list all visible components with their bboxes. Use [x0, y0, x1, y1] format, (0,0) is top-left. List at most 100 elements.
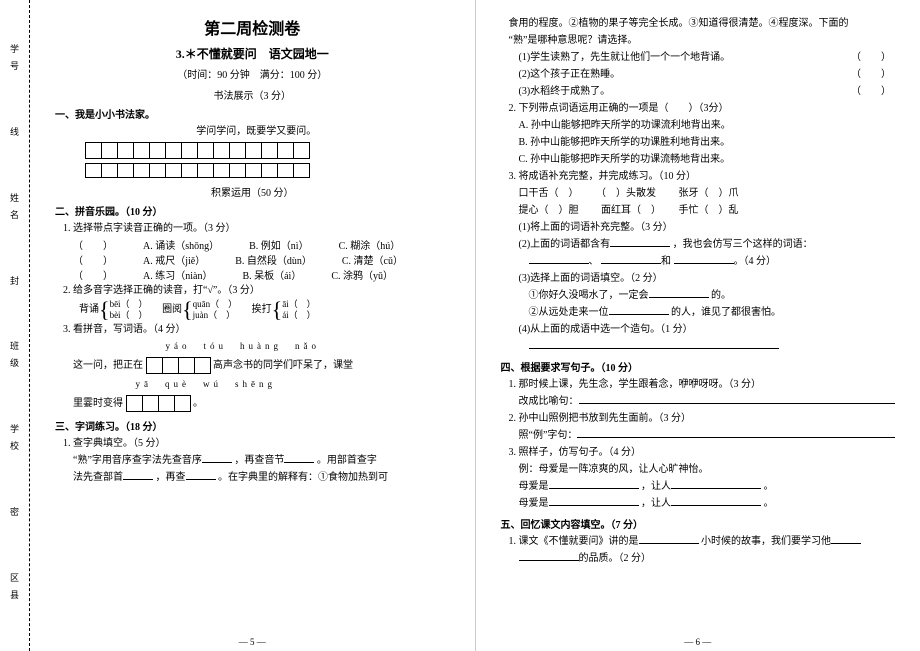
sent-post: 高声念书的同学们吓呆了，课堂: [213, 359, 353, 370]
brace-icon: {: [272, 304, 283, 315]
choice-item: (1)学生读熟了，先生就让他们一个一个地背诵。（ ）: [519, 49, 896, 66]
txt: ，我也会仿写三个这样的词语：: [673, 239, 813, 250]
example: 例：母爱是一阵凉爽的风，让人心旷神怡。: [519, 461, 896, 478]
opt: A. 诵读（shōng）: [143, 237, 219, 252]
q2-2: 2. 给多音字选择正确的读音，打“√”。（3 分）: [63, 282, 450, 299]
page-number: — 6 —: [476, 637, 920, 647]
paren-blank: （ ）: [73, 252, 113, 267]
txt: ②从远处走来一位: [529, 307, 609, 318]
fill-blank: [529, 253, 589, 264]
page-right: 食用的程度。②植物的果子等完全长成。③知道得很清楚。④程度深。下面的 “熟”是哪…: [476, 0, 920, 651]
poly-opt: āi（ ）: [282, 299, 316, 310]
sub-q: (1)将上面的词语补充完整。（3 分）: [519, 219, 896, 236]
fill-blank: [519, 550, 579, 561]
q-text: 的品质。（2 分）: [519, 550, 896, 567]
fill-blank: [123, 469, 153, 480]
char-grid: [126, 395, 191, 412]
answer-line: [529, 338, 896, 355]
option-row: （ ） A. 戒尺（jiě） B. 自然段（dùn） C. 清楚（cǔ）: [73, 252, 450, 267]
idiom: （ ）头散发: [596, 188, 656, 199]
txt: 。: [764, 498, 774, 509]
poly-char: 挨打: [252, 301, 272, 318]
txt: ，让人: [641, 481, 671, 492]
txt: 、: [589, 256, 599, 267]
txt: (2)上面的词语都含有: [519, 239, 611, 250]
q2-heading: 二、拼音乐园。（10 分）: [55, 203, 450, 218]
fill-blank: [601, 253, 661, 264]
paren-blank: （ ）: [851, 66, 891, 83]
opt: B. 孙中山能够把昨天所学的功课胜利地背出来。: [519, 134, 896, 151]
fill-blank: [649, 287, 709, 298]
fill-blank: [579, 393, 896, 404]
fill-blank: [202, 452, 232, 463]
paren-blank: （ ）: [73, 267, 113, 282]
opt: C. 糊涂（hú）: [339, 237, 401, 252]
poly-opt: quān（ ）: [193, 299, 238, 310]
txt: ①你好久没喝水了，一定会: [529, 290, 649, 301]
fill-blank: [610, 236, 670, 247]
opt: A. 练习（niàn）: [143, 267, 212, 282]
page-number: — 5 —: [30, 637, 475, 647]
q2-3: 3. 看拼音，写词语。（4 分）: [63, 321, 450, 338]
txt: ，再查音节: [234, 455, 284, 466]
txt: 。: [764, 481, 774, 492]
idiom: 提心（ ）胆: [519, 205, 579, 216]
txt: 法先查部首: [73, 472, 123, 483]
txt: 改成比喻句：: [519, 393, 579, 410]
exam-subtitle: 3.＊不懂就要问 语文园地一: [55, 45, 450, 62]
pinyin-label: yáo tóu huàng nǎo: [73, 338, 450, 355]
q3-heading: 三、字词练习。（18 分）: [55, 418, 450, 433]
dict-line: “熟”字用音序查字法先查音序 ，再查音节 。用部首查字: [73, 452, 450, 469]
calligraphy-prompt: 学问学问，既要学又要问。: [63, 123, 450, 140]
q3-1: 1. 查字典填空。（5 分）: [63, 435, 450, 452]
q2-1: 1. 选择带点字读音正确的一项。（3 分）: [63, 220, 450, 237]
sub-q: (2)上面的词语都含有 ，我也会仿写三个这样的词语：: [519, 236, 896, 253]
option-row: （ ） A. 练习（niàn） B. 呆板（ái） C. 涂鸦（yū）: [73, 267, 450, 282]
pattern-line: 母爱是 ，让人 。: [519, 478, 896, 495]
sub-q: ②从远处走来一位 的人，谁见了都很害怕。: [529, 304, 896, 321]
pinyin-label: yā què wú shēng: [73, 376, 450, 393]
fill-blank: [529, 338, 779, 349]
sub-q: (3)选择上面的词语填空。（2 分）: [519, 270, 896, 287]
opt: C. 涂鸦（yū）: [331, 267, 393, 282]
q1-heading: 一、我是小小书法家。: [55, 106, 450, 121]
fill-blank: [609, 304, 669, 315]
idiom-row: 提心（ ）胆 面红耳（ ） 手忙（ ）乱: [519, 202, 896, 219]
section-calligraphy: 书法展示（3 分）: [55, 87, 450, 102]
idiom: 手忙（ ）乱: [679, 205, 739, 216]
dict-line2: 法先查部首 ，再查 。在字典里的解释有：①食物加热到可: [73, 469, 450, 486]
txt: “熟”字用音序查字法先查音序: [73, 455, 202, 466]
txt: 的品质。（2 分）: [579, 553, 652, 564]
fill-blank: [284, 452, 314, 463]
section-accum: 积累运用（50 分）: [55, 184, 450, 199]
q-text: 2. 孙中山照例把书放到先生面前。（3 分）: [509, 410, 896, 427]
txt: (2)这个孩子正在熟睡。: [519, 66, 621, 83]
poly-char: 圈阅: [162, 301, 182, 318]
poly-opt: ái（ ）: [282, 310, 316, 321]
pinyin-text: yā què wú shēng: [136, 379, 277, 389]
fill-blank: [671, 478, 761, 489]
paren-blank: （ ）: [851, 83, 891, 100]
opt: C. 孙中山能够把昨天所学的功课流畅地背出来。: [519, 151, 896, 168]
sent-post: 。: [193, 397, 203, 408]
fill-blank: [671, 495, 761, 506]
sub-q: (4)从上面的成语中选一个造句。（1 分）: [519, 321, 896, 338]
txt: 1. 课文《不懂就要问》讲的是: [509, 536, 639, 547]
sidebar-label: 班级: [8, 341, 21, 375]
tianzi-grid-top: [85, 142, 310, 159]
opt: B. 自然段（dùn）: [235, 252, 312, 267]
opt: B. 呆板（ái）: [242, 267, 301, 282]
fill-blank: [549, 495, 639, 506]
q-text: 3. 照样子，仿写句子。（4 分）: [509, 444, 896, 461]
txt: 的。: [711, 290, 731, 301]
opt: C. 清楚（cǔ）: [342, 252, 403, 267]
paren-blank: （ ）: [73, 237, 113, 252]
q-text: 2. 下列带点词语运用正确的一项是（ ）（3分）: [509, 100, 896, 117]
sentence-2: 里霎时变得 。: [73, 393, 450, 414]
txt: (3)水稻终于成熟了。: [519, 83, 611, 100]
opt: B. 例如（nì）: [249, 237, 308, 252]
exam-meta: （时间：90 分钟 满分：100 分）: [55, 66, 450, 81]
txt: 母爱是: [519, 498, 549, 509]
poly-opt: bēi（ ）: [110, 299, 148, 310]
txt: 照“例”字句：: [519, 427, 578, 444]
